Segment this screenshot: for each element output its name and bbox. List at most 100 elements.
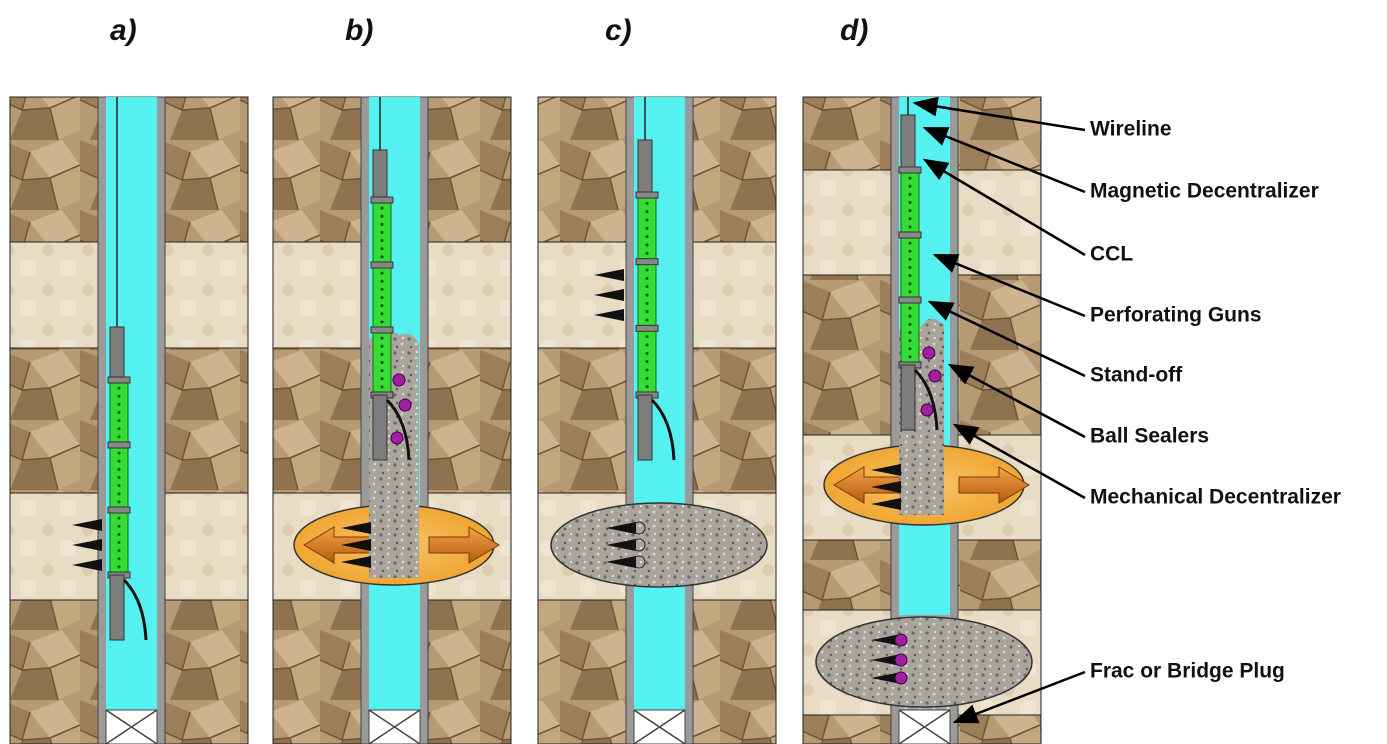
callout: CCL [1090,243,1133,266]
charge [381,239,384,242]
charge [381,385,384,388]
charge [909,347,912,350]
charge [381,280,384,283]
stand-off [371,327,393,333]
charge [646,360,649,363]
charge [646,344,649,347]
charge [909,323,912,326]
charge [646,385,649,388]
ball-sealer [399,399,411,411]
charge [909,201,912,204]
charge [381,223,384,226]
charge [118,533,121,536]
charge [381,247,384,250]
charge [118,411,121,414]
charge [646,269,649,272]
stand-off [371,262,393,268]
charge [118,476,121,479]
charge [909,274,912,277]
charge [909,193,912,196]
charge [381,312,384,315]
charge [909,242,912,245]
charge [909,177,912,180]
charge [381,207,384,210]
charge [381,320,384,323]
charge [909,250,912,253]
bottom-sub [373,395,387,460]
charge [909,307,912,310]
charge [646,252,649,255]
ball-sealer [923,347,935,359]
charge [909,258,912,261]
charge [909,266,912,269]
bottom-sub [110,575,124,640]
charge [381,377,384,380]
charge [118,403,121,406]
charge [909,290,912,293]
stand-off [899,297,921,303]
charge [118,468,121,471]
charge [381,361,384,364]
stand-off [108,377,130,383]
charge [381,288,384,291]
bottom-sub [638,395,652,460]
charge [381,231,384,234]
charge [118,549,121,552]
charge [118,557,121,560]
stand-off [371,197,393,203]
stand-off [899,167,921,173]
charge [118,525,121,528]
callout: Perforating Guns [1090,304,1262,327]
stand-off [636,325,658,331]
charge [646,285,649,288]
charge [118,387,121,390]
panel-label: b) [345,14,373,47]
charge [646,310,649,313]
charge [646,235,649,238]
charge [909,339,912,342]
charge [909,185,912,188]
charge [118,395,121,398]
callout: Stand-off [1090,364,1183,387]
stand-off [108,507,130,513]
charge [646,219,649,222]
charge [646,377,649,380]
gravel-zone [551,503,767,587]
charge [381,345,384,348]
ball-sealer [895,634,907,646]
charge [381,215,384,218]
stand-off [636,192,658,198]
charge [646,335,649,338]
stand-off [636,259,658,265]
charge [118,452,121,455]
charge [118,500,121,503]
charge [118,427,121,430]
charge [381,296,384,299]
ccl [638,140,652,195]
charge [646,369,649,372]
charge [646,319,649,322]
charge [646,210,649,213]
charge [646,294,649,297]
artwork [10,97,1085,744]
charge [909,225,912,228]
charge [646,352,649,355]
callout: Ball Sealers [1090,425,1209,448]
bottom-sub [901,365,915,430]
ccl [110,327,124,380]
charge [646,302,649,305]
charge [381,337,384,340]
charge [909,282,912,285]
charge [381,304,384,307]
ccl [373,150,387,200]
charge [118,517,121,520]
callout: Mechanical Decentralizer [1090,486,1341,509]
charge [118,565,121,568]
charge [646,244,649,247]
ball-sealer [391,432,403,444]
charge [381,353,384,356]
panel-label: c) [605,14,632,47]
charge [118,541,121,544]
stand-off [108,442,130,448]
charge [118,419,121,422]
